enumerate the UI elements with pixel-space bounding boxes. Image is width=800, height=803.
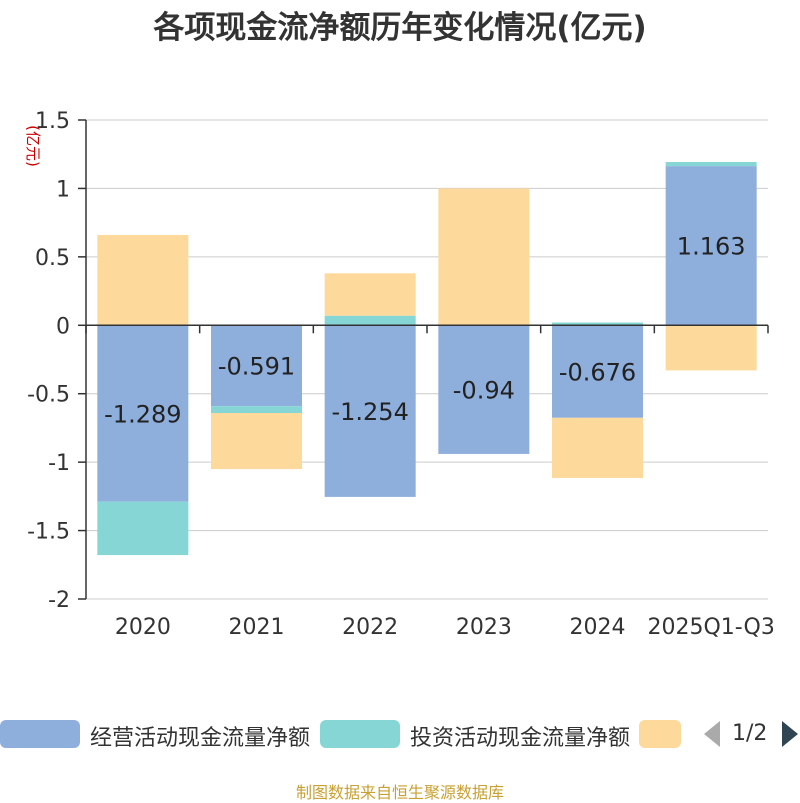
y-tick-label: 1.5 xyxy=(35,109,70,134)
legend-pager: 1/2 xyxy=(700,716,800,752)
y-tick-label: 1 xyxy=(56,177,70,202)
bar-2-2022 xyxy=(324,273,416,316)
y-tick-label: -1 xyxy=(48,451,70,476)
legend-label-investing: 投资活动现金流量净额 xyxy=(410,726,631,751)
x-tick-label: 2021 xyxy=(229,615,285,640)
bar-0-2021 xyxy=(211,325,302,407)
data-label-operating: -0.94 xyxy=(453,377,515,405)
bar-0-2024 xyxy=(552,325,643,418)
pager-page-indicator: 1/2 xyxy=(732,721,768,746)
pager-prev-icon[interactable] xyxy=(704,721,720,747)
bar-2-2023 xyxy=(438,188,530,326)
bar-2-2024 xyxy=(552,417,643,479)
y-tick-label: -1.5 xyxy=(27,520,70,545)
bar-1-2025Q1-Q3 xyxy=(665,162,757,167)
legend: 经营活动现金流量净额 投资活动现金流量净额 1/2 xyxy=(0,716,800,752)
x-tick-label: 2024 xyxy=(570,615,626,640)
bar-1-2021 xyxy=(211,406,302,414)
bar-0-2023 xyxy=(438,325,530,454)
legend-label-operating: 经营活动现金流量净额 xyxy=(90,726,311,751)
legend-swatch-financing xyxy=(639,720,681,748)
pager-next-icon[interactable] xyxy=(782,721,798,747)
data-label-operating: 1.163 xyxy=(677,233,746,261)
chart-title: 各项现金流净额历年变化情况(亿元) xyxy=(153,10,647,46)
footer-source: 制图数据来自恒生聚源数据库 xyxy=(295,783,504,802)
bar-2-2025Q1-Q3 xyxy=(665,325,757,371)
data-label-operating: -1.289 xyxy=(104,400,181,428)
x-tick-label: 2022 xyxy=(342,615,398,640)
bar-0-2025Q1-Q3 xyxy=(665,166,757,326)
x-tick-label: 2020 xyxy=(115,615,171,640)
data-label-operating: -1.254 xyxy=(331,398,408,426)
y-axis-unit-label: (亿元) xyxy=(24,125,42,167)
bar-0-2022 xyxy=(324,325,416,497)
y-tick-label: 0.5 xyxy=(35,246,70,271)
legend-swatch-investing xyxy=(320,720,400,748)
y-tick-label: 0 xyxy=(56,314,70,339)
bar-1-2024 xyxy=(552,322,643,326)
y-tick-label: -2 xyxy=(48,588,70,613)
bar-2-2020 xyxy=(97,234,189,326)
x-tick-label: 2025Q1-Q3 xyxy=(647,615,774,640)
legend-swatch-operating xyxy=(0,720,80,748)
bar-1-2022 xyxy=(324,315,416,326)
bar-0-2020 xyxy=(97,325,189,502)
data-label-operating: -0.591 xyxy=(218,353,295,381)
bar-2-2021 xyxy=(211,413,302,470)
data-label-operating: -0.676 xyxy=(559,359,636,387)
bar-1-2020 xyxy=(97,501,189,556)
x-tick-label: 2023 xyxy=(456,615,512,640)
y-tick-label: -0.5 xyxy=(27,383,70,408)
